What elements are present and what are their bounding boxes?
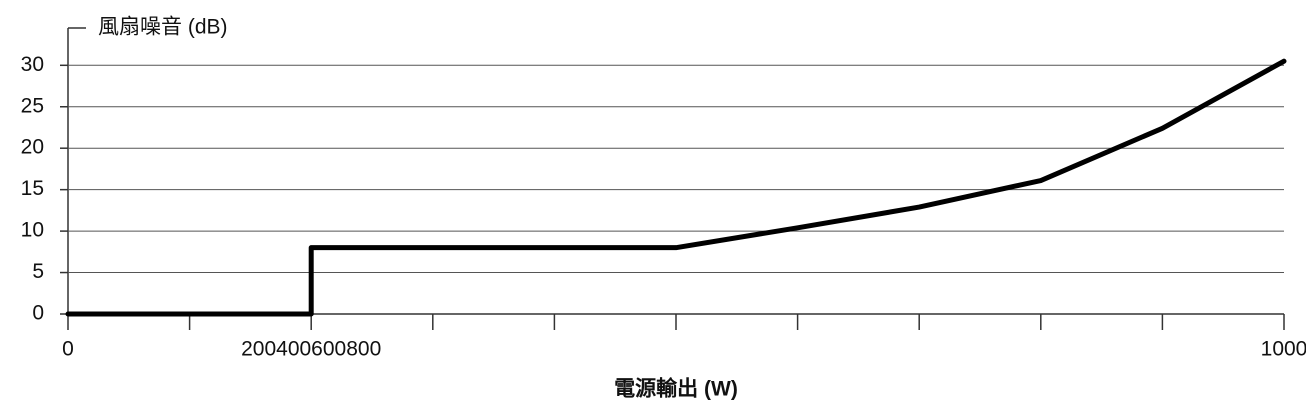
- x-axis-title: 電源輸出 (W): [614, 377, 738, 401]
- y-tick-label: 5: [32, 260, 44, 283]
- y-tick-label: 20: [21, 136, 44, 159]
- y-tick-label: 0: [32, 302, 44, 325]
- y-axis-title: 風扇噪音 (dB): [98, 16, 228, 39]
- data-line: [65, 58, 1287, 317]
- y-tick-label: 10: [21, 219, 44, 242]
- x-tick-label: 1000: [1261, 338, 1306, 361]
- x-tick-label: 200400600800: [241, 338, 381, 361]
- y-tick-label: 15: [21, 177, 44, 200]
- x-tick-label: 0: [62, 338, 74, 361]
- y-tick-label: 30: [21, 53, 44, 76]
- y-tick-label: 25: [21, 94, 44, 117]
